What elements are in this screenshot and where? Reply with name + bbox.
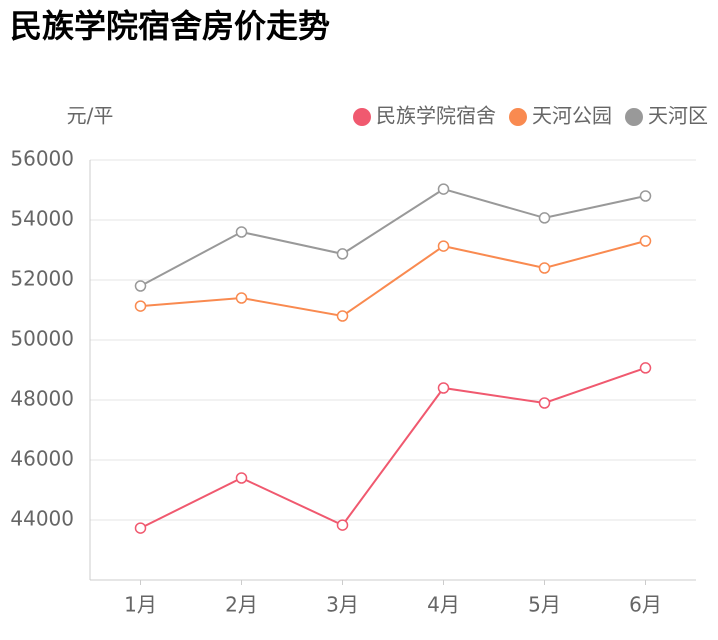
data-point	[639, 235, 652, 247]
x-tick-label: 1月	[124, 593, 157, 617]
y-tick-label: 56000	[10, 147, 74, 171]
data-point	[639, 190, 652, 202]
x-tick-label: 4月	[427, 593, 460, 617]
data-point	[336, 519, 349, 531]
legend-marker	[353, 108, 371, 126]
data-point	[134, 300, 147, 312]
legend-marker	[509, 108, 527, 126]
data-point	[134, 522, 147, 534]
data-point	[538, 212, 551, 224]
legend-label: 天河区	[648, 104, 708, 128]
data-point	[235, 292, 248, 304]
y-tick-label: 50000	[10, 327, 74, 351]
data-point	[336, 310, 349, 322]
y-tick-label: 48000	[10, 387, 74, 411]
legend-label: 民族学院宿舍	[376, 104, 496, 128]
data-point	[336, 248, 349, 260]
legend-marker	[625, 108, 643, 126]
series-line	[140, 240, 646, 318]
data-point	[538, 262, 551, 274]
data-point	[235, 472, 248, 484]
data-point	[437, 382, 450, 394]
data-point	[639, 362, 652, 374]
y-tick-label: 52000	[10, 267, 74, 291]
chart-title: 民族学院宿舍房价走势	[10, 7, 330, 45]
series-line	[140, 366, 646, 529]
data-point	[437, 240, 450, 252]
x-tick-label: 6月	[629, 593, 662, 617]
data-point	[538, 397, 551, 409]
y-tick-label: 54000	[10, 207, 74, 231]
y-tick-label: 46000	[10, 447, 74, 471]
data-point	[235, 226, 248, 238]
series-line	[140, 188, 646, 287]
x-tick-label: 5月	[528, 593, 561, 617]
y-tick-label: 44000	[10, 507, 74, 531]
data-point	[437, 183, 450, 195]
legend-label: 天河公园	[532, 104, 612, 128]
data-point	[134, 280, 147, 292]
y-axis-label: 元/平	[67, 104, 114, 128]
x-tick-label: 3月	[326, 593, 359, 617]
x-tick-label: 2月	[225, 593, 258, 617]
